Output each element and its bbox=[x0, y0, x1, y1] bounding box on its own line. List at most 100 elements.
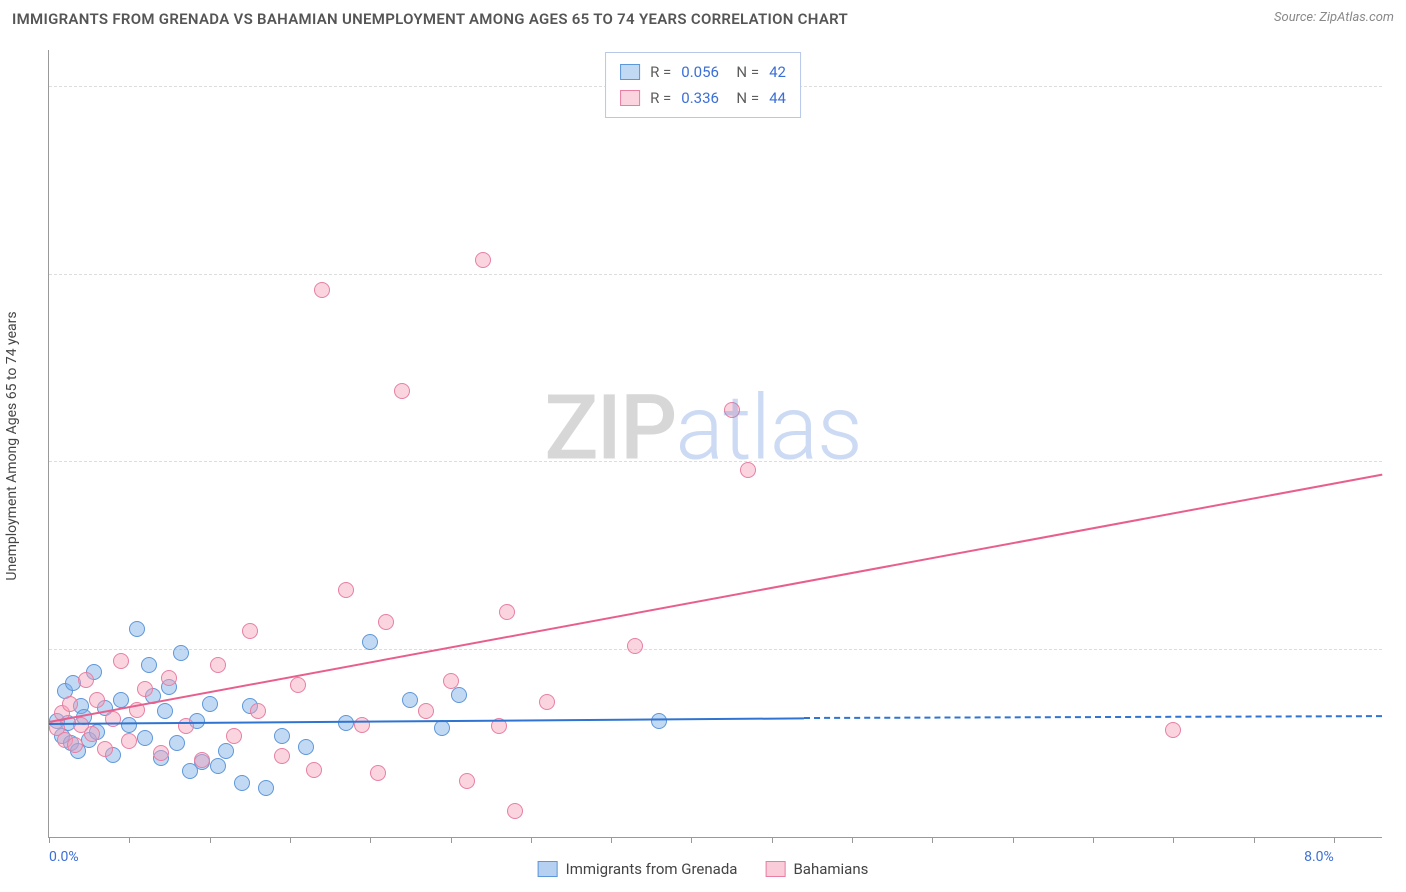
data-point bbox=[84, 726, 100, 742]
x-tick-label: 8.0% bbox=[1304, 849, 1334, 865]
data-point bbox=[394, 383, 410, 399]
data-point bbox=[507, 803, 523, 819]
data-point bbox=[274, 728, 290, 744]
legend-swatch bbox=[620, 64, 640, 80]
x-tick bbox=[611, 837, 612, 843]
x-tick bbox=[1254, 837, 1255, 843]
data-point bbox=[194, 752, 210, 768]
data-point bbox=[161, 670, 177, 686]
stat-legend: R = 0.056 N = 42R = 0.336 N = 44 bbox=[605, 52, 801, 118]
y-tick-label: 40.0% bbox=[1392, 79, 1406, 95]
data-point bbox=[306, 762, 322, 778]
trend-line bbox=[49, 473, 1382, 722]
data-point bbox=[157, 703, 173, 719]
stat-r-label: R = bbox=[650, 85, 671, 111]
data-point bbox=[338, 582, 354, 598]
chart-header: IMMIGRANTS FROM GRENADA VS BAHAMIAN UNEM… bbox=[12, 10, 1394, 28]
x-tick bbox=[1334, 837, 1335, 843]
legend-label: Bahamians bbox=[793, 860, 868, 878]
legend-item: Bahamians bbox=[765, 860, 868, 878]
x-tick bbox=[370, 837, 371, 843]
data-point bbox=[137, 730, 153, 746]
legend-swatch bbox=[538, 861, 558, 877]
x-tick bbox=[451, 837, 452, 843]
x-tick bbox=[210, 837, 211, 843]
legend-swatch bbox=[620, 90, 640, 106]
data-point bbox=[1165, 722, 1181, 738]
data-point bbox=[362, 634, 378, 650]
data-point bbox=[218, 743, 234, 759]
data-point bbox=[141, 657, 157, 673]
data-point bbox=[314, 282, 330, 298]
scatter-chart: 10.0%20.0%30.0%40.0%0.0%8.0% bbox=[48, 50, 1382, 838]
y-tick-label: 30.0% bbox=[1392, 267, 1406, 283]
data-point bbox=[740, 462, 756, 478]
data-point bbox=[651, 713, 667, 729]
data-point bbox=[242, 623, 258, 639]
data-point bbox=[97, 741, 113, 757]
data-point bbox=[226, 728, 242, 744]
data-point bbox=[459, 773, 475, 789]
x-tick bbox=[290, 837, 291, 843]
legend-label: Immigrants from Grenada bbox=[566, 860, 738, 878]
x-tick bbox=[129, 837, 130, 843]
data-point bbox=[89, 692, 105, 708]
data-point bbox=[370, 765, 386, 781]
data-point bbox=[113, 653, 129, 669]
data-point bbox=[434, 720, 450, 736]
data-point bbox=[724, 402, 740, 418]
trend-line-dash bbox=[804, 715, 1382, 719]
x-tick bbox=[932, 837, 933, 843]
x-tick bbox=[1093, 837, 1094, 843]
data-point bbox=[121, 733, 137, 749]
stat-n-label: N = bbox=[729, 85, 759, 111]
data-point bbox=[354, 717, 370, 733]
data-point bbox=[499, 604, 515, 620]
x-tick bbox=[531, 837, 532, 843]
source-label: Source: ZipAtlas.com bbox=[1274, 10, 1394, 25]
data-point bbox=[129, 621, 145, 637]
y-tick-label: 10.0% bbox=[1392, 642, 1406, 658]
y-tick-label: 20.0% bbox=[1392, 454, 1406, 470]
stat-r-value: 0.336 bbox=[681, 85, 719, 111]
stat-n-value: 42 bbox=[769, 59, 786, 85]
data-point bbox=[137, 681, 153, 697]
gridline bbox=[49, 649, 1382, 650]
chart-title: IMMIGRANTS FROM GRENADA VS BAHAMIAN UNEM… bbox=[12, 10, 848, 28]
gridline bbox=[49, 461, 1382, 462]
gridline bbox=[49, 274, 1382, 275]
x-tick bbox=[691, 837, 692, 843]
data-point bbox=[250, 703, 266, 719]
data-point bbox=[298, 739, 314, 755]
data-point bbox=[153, 745, 169, 761]
data-point bbox=[258, 780, 274, 796]
data-point bbox=[539, 694, 555, 710]
stat-n-label: N = bbox=[729, 59, 759, 85]
data-point bbox=[78, 672, 94, 688]
stat-n-value: 44 bbox=[769, 85, 786, 111]
data-point bbox=[234, 775, 250, 791]
data-point bbox=[418, 703, 434, 719]
bottom-legend: Immigrants from Grenada Bahamians bbox=[538, 860, 869, 878]
x-tick bbox=[49, 837, 50, 843]
stat-legend-row: R = 0.056 N = 42 bbox=[620, 59, 786, 85]
data-point bbox=[627, 638, 643, 654]
data-point bbox=[202, 696, 218, 712]
data-point bbox=[290, 677, 306, 693]
data-point bbox=[121, 717, 137, 733]
data-point bbox=[378, 614, 394, 630]
data-point bbox=[274, 748, 290, 764]
stat-r-value: 0.056 bbox=[681, 59, 719, 85]
data-point bbox=[210, 657, 226, 673]
data-point bbox=[67, 737, 83, 753]
y-axis-label: Unemployment Among Ages 65 to 74 years bbox=[4, 311, 20, 580]
data-point bbox=[475, 252, 491, 268]
legend-item: Immigrants from Grenada bbox=[538, 860, 738, 878]
x-tick bbox=[852, 837, 853, 843]
x-tick bbox=[1173, 837, 1174, 843]
data-point bbox=[173, 645, 189, 661]
data-point bbox=[169, 735, 185, 751]
x-tick bbox=[772, 837, 773, 843]
x-tick bbox=[1013, 837, 1014, 843]
stat-legend-row: R = 0.336 N = 44 bbox=[620, 85, 786, 111]
